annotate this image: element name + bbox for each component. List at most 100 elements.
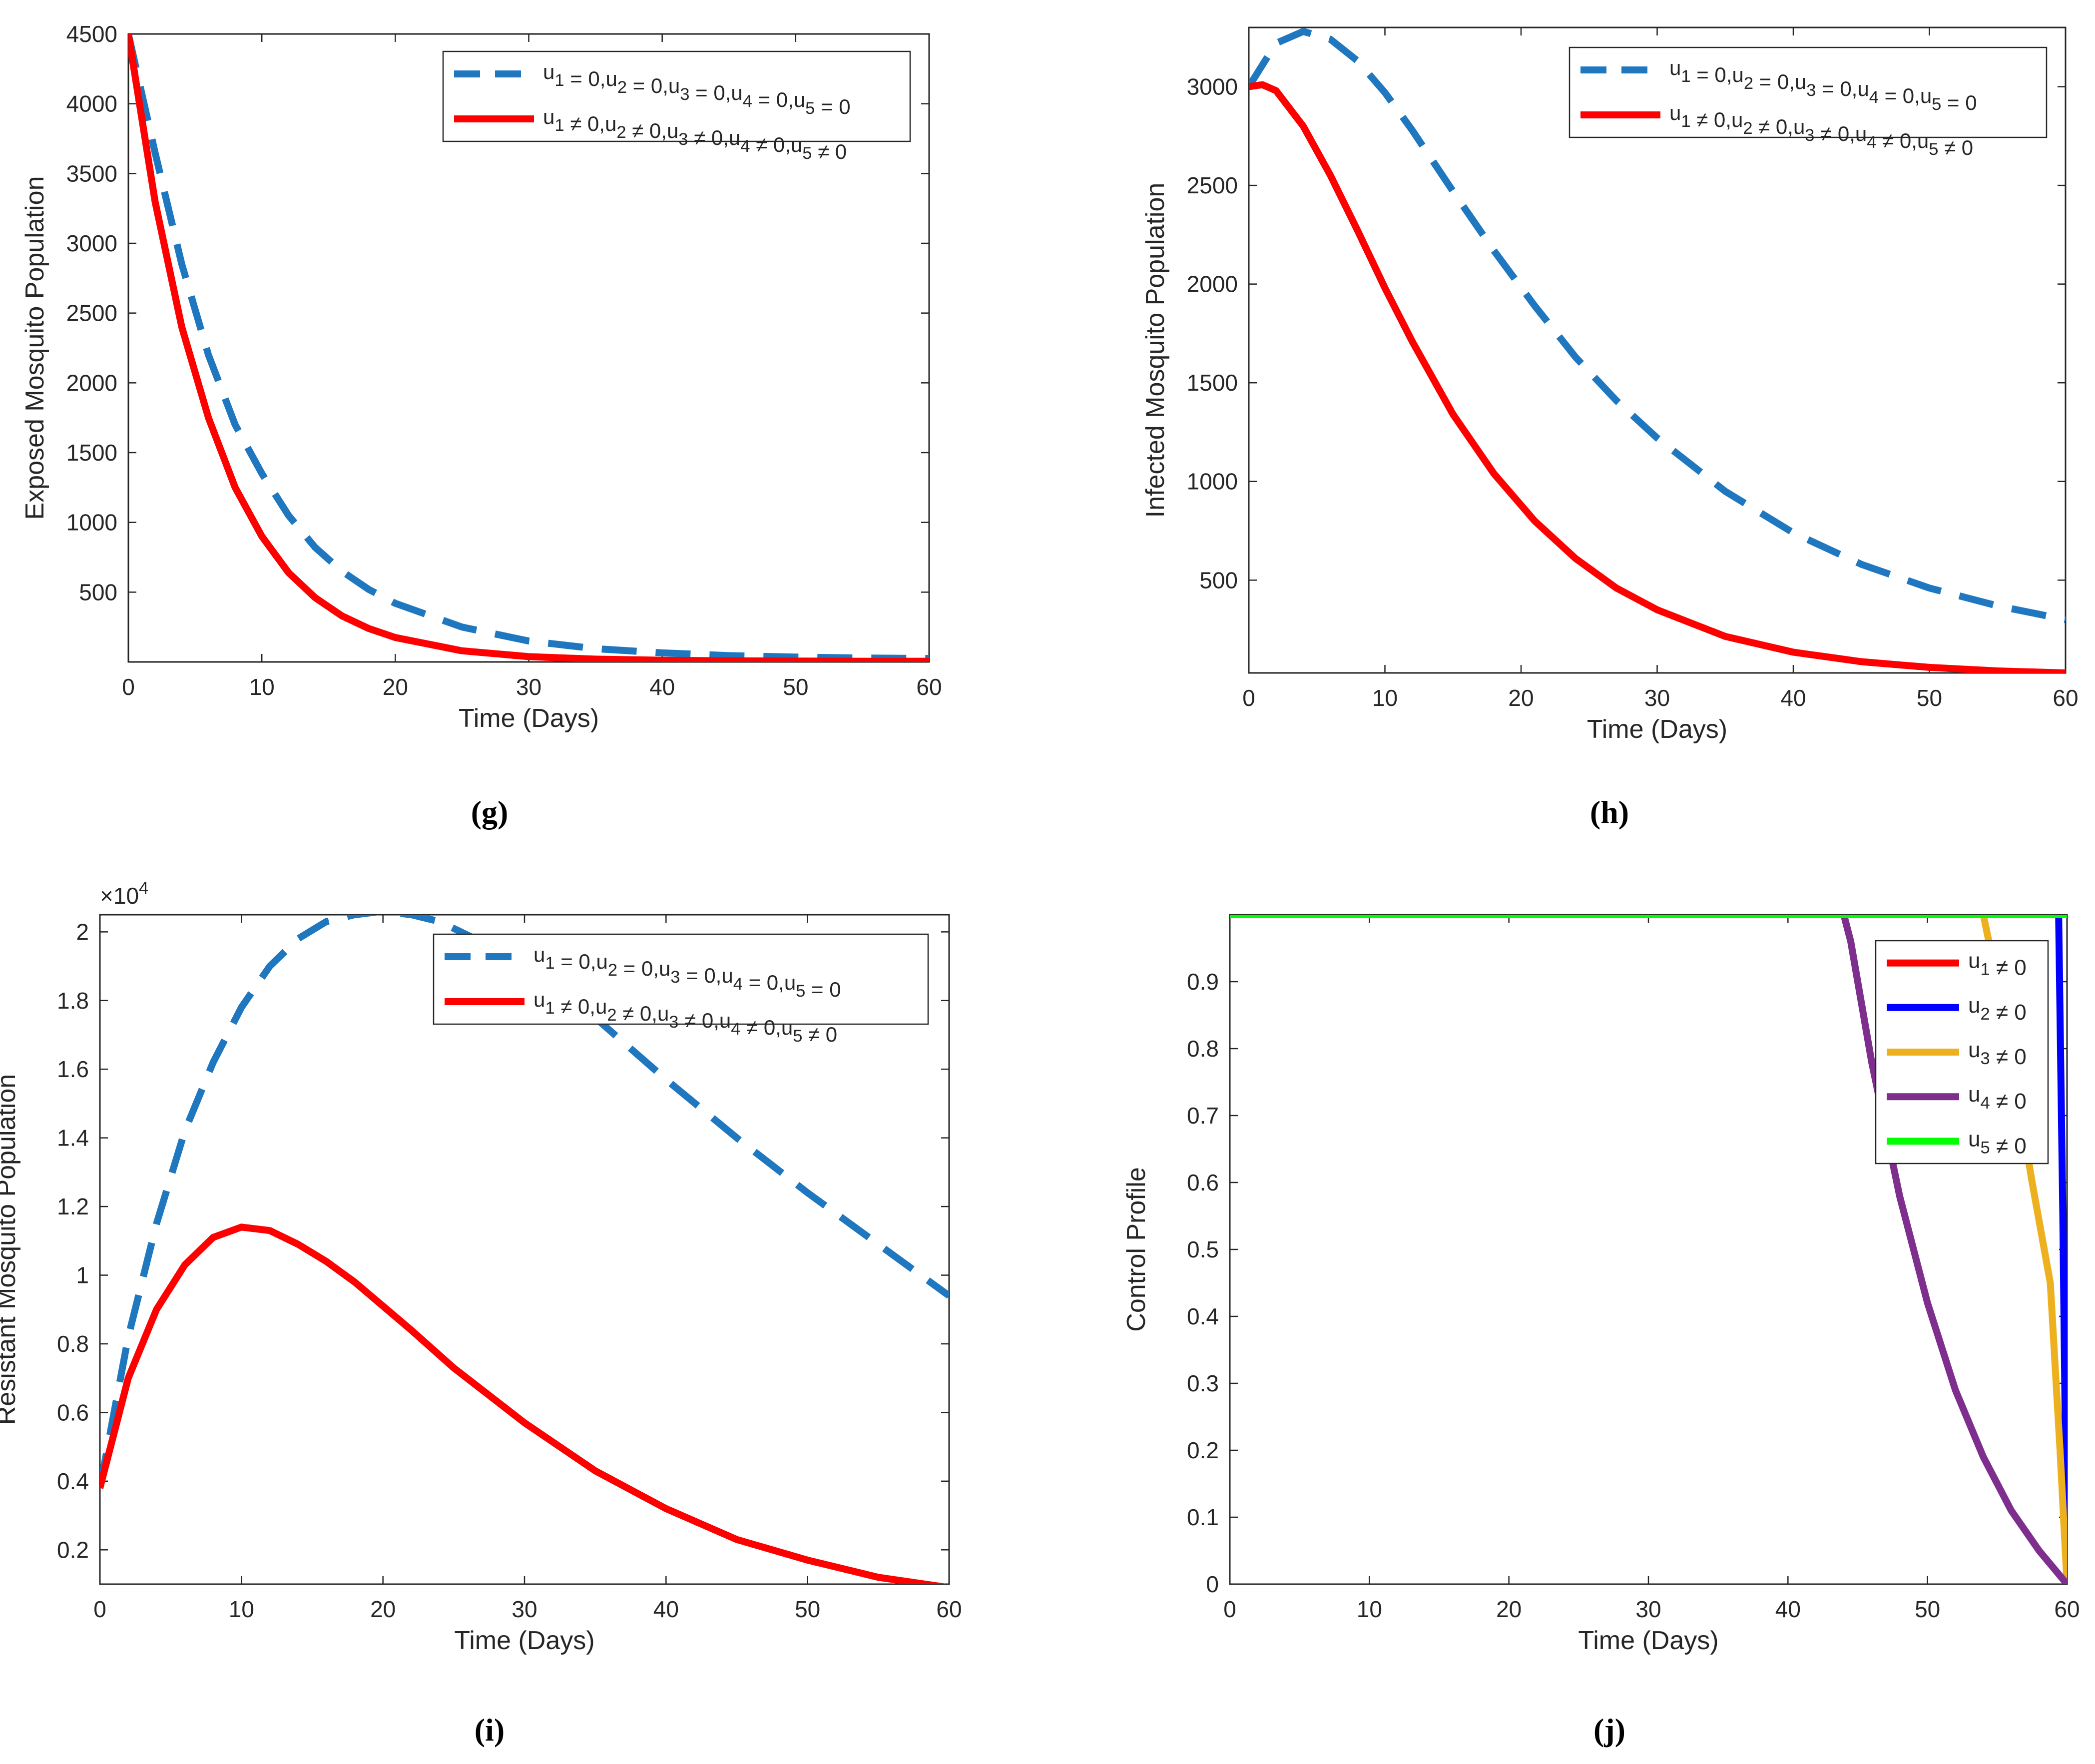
series-layer [100,915,949,1584]
legend-entry-1: u1 = 0,u2 = 0,u3 = 0,u4 = 0,u5 = 0 [533,943,841,1001]
legend: u1 ≠ 0 u2 ≠ 0 u3 ≠ 0 u4 ≠ 0 u5 ≠ 0 [1875,940,2049,1165]
y-axis-label: Resistant Mosquito Population [0,1074,21,1425]
x-tick-label: 30 [1635,1596,1661,1622]
x-tick-label: 10 [249,674,275,700]
legend-box [442,50,911,142]
x-axis-label: Time (Days) [1578,1626,1718,1655]
y-tick-label: 500 [1199,567,1238,593]
y-tick-label: 2000 [66,370,117,396]
y-tick-label: 3000 [1187,74,1238,100]
series-layer [1249,27,2066,673]
series-line-3 [1230,915,2067,1584]
panel-label-j: (j) [1593,1712,1625,1748]
y-tick-label: 0.4 [57,1468,89,1494]
x-tick-label: 50 [1915,1596,1940,1622]
y-tick-label: 1000 [66,510,117,536]
y-tick-label: 4000 [66,91,117,117]
y-tick-label: 0 [1206,1571,1219,1597]
x-tick-label: 40 [1775,1596,1801,1622]
x-tick-label: 50 [795,1596,820,1622]
x-tick-label: 50 [1917,685,1942,711]
chart-i: 0 10 20 30 40 50 60 0.2 0.4 0.6 0.8 1 1.2 1.4 1.6 1.8 2 ×… [0,879,962,1655]
y-tick-label: 1 [76,1262,89,1288]
x-tick-label: 40 [653,1596,679,1622]
x-tick-label: 0 [93,1596,106,1622]
y-tick-label: 0.4 [1187,1303,1219,1329]
y-tick-label: 2000 [1187,271,1238,297]
legend-entry-1: u1 = 0,u2 = 0,u3 = 0,u4 = 0,u5 = 0 [543,60,851,118]
series-line-1 [100,915,949,1489]
y-tick-label: 2 [76,919,89,945]
y-tick-label: 1500 [66,440,117,466]
legend-entry-2: u1 ≠ 0,u2 ≠ 0,u3 ≠ 0,u4 ≠ 0,u5 ≠ 0 [543,105,847,163]
legend-entry-4: u4 ≠ 0 [1968,1082,2027,1114]
series-line-4 [1230,915,2067,1584]
y-tick-label: 0.2 [1187,1437,1219,1463]
x-tick-label: 60 [916,674,942,700]
y-axis-label: Infected Mosquito Population [1141,183,1170,518]
y-tick-label: 4500 [66,21,117,47]
x-tick-label: 20 [1508,685,1534,711]
x-tick-label: 20 [370,1596,396,1622]
y-tick-label: 2500 [66,300,117,326]
x-axis-label: Time (Days) [454,1626,594,1655]
y-tick-label: 3500 [66,160,117,186]
y-tick-label: 0.8 [57,1331,89,1357]
legend-entry-2: u2 ≠ 0 [1968,993,2027,1025]
legend-entry-3: u3 ≠ 0 [1968,1038,2027,1069]
series-line-1 [128,34,929,662]
y-tick-label: 0.9 [1187,969,1219,995]
x-tick-label: 30 [516,674,541,700]
x-tick-label: 10 [1357,1596,1382,1622]
y-axis-label: Control Profile [1122,1167,1151,1331]
legend-entry-2: u1 ≠ 0,u2 ≠ 0,u3 ≠ 0,u4 ≠ 0,u5 ≠ 0 [1669,101,1973,159]
y-tick-label: 1.4 [57,1125,89,1151]
x-tick-label: 60 [2053,685,2078,711]
y-tick-label: 1500 [1187,370,1238,396]
y-tick-label: 1.8 [57,988,89,1014]
y-tick-label: 0.2 [57,1537,89,1563]
x-tick-label: 30 [512,1596,537,1622]
legend-box [1569,46,2048,138]
y-tick-label: 1000 [1187,469,1238,495]
legend-entry-1: u1 ≠ 0 [1968,949,2027,980]
legend-entry-5: u5 ≠ 0 [1968,1127,2027,1158]
y-tick-label: 1.6 [57,1056,89,1082]
y-tick-label: 3000 [66,230,117,256]
x-tick-label: 60 [936,1596,962,1622]
x-axis-label: Time (Days) [1587,715,1727,744]
y-axis-label: Exposed Mosquito Population [20,176,49,520]
x-tick-label: 30 [1644,685,1670,711]
series-line-2 [1249,81,2066,673]
x-tick-label: 10 [1372,685,1398,711]
x-tick-label: 40 [649,674,675,700]
y-tick-label: 2500 [1187,172,1238,198]
x-tick-label: 0 [122,674,135,700]
x-axis-label: Time (Days) [459,704,599,733]
y-tick-label: 0.6 [1187,1170,1219,1195]
series-line-2 [128,34,929,662]
y-tick-label: 0.3 [1187,1370,1219,1396]
chart-h: 0 10 20 30 40 50 60 500 1000 1500 2000 2500 3000 Time… [1141,26,2079,744]
y-exponent-label: ×104 [100,879,148,909]
panel-label-g: (g) [471,794,509,830]
legend-entry-2: u1 ≠ 0,u2 ≠ 0,u3 ≠ 0,u4 ≠ 0,u5 ≠ 0 [533,988,837,1046]
x-tick-label: 10 [229,1596,254,1622]
legend: u1 = 0,u2 = 0,u3 = 0,u4 = 0,u5 = 0u1 ≠ 0… [433,933,929,1046]
x-tick-label: 50 [783,674,808,700]
chart-j: 0 10 20 30 40 50 60 0 0.1 0.2 0.3 0.4 0.5 0.6 0.7 0.8 0.… [1122,914,2080,1655]
series-layer [128,34,929,662]
x-tick-label: 0 [1242,685,1255,711]
legend-entry-1: u1 = 0,u2 = 0,u3 = 0,u4 = 0,u5 = 0 [1669,56,1977,114]
panel-label-h: (h) [1590,794,1629,830]
y-tick-label: 0.8 [1187,1036,1219,1062]
y-tick-label: 0.1 [1187,1504,1219,1530]
series-line-1 [1249,27,2066,623]
y-tick-label: 1.2 [57,1193,89,1219]
panel-label-i: (i) [475,1712,505,1748]
y-tick-label: 0.6 [57,1399,89,1425]
legend: u1 = 0,u2 = 0,u3 = 0,u4 = 0,u5 = 0u1 ≠ 0… [1569,46,2048,159]
series-layer [1230,915,2067,1584]
series-line-2 [1230,915,2067,1584]
